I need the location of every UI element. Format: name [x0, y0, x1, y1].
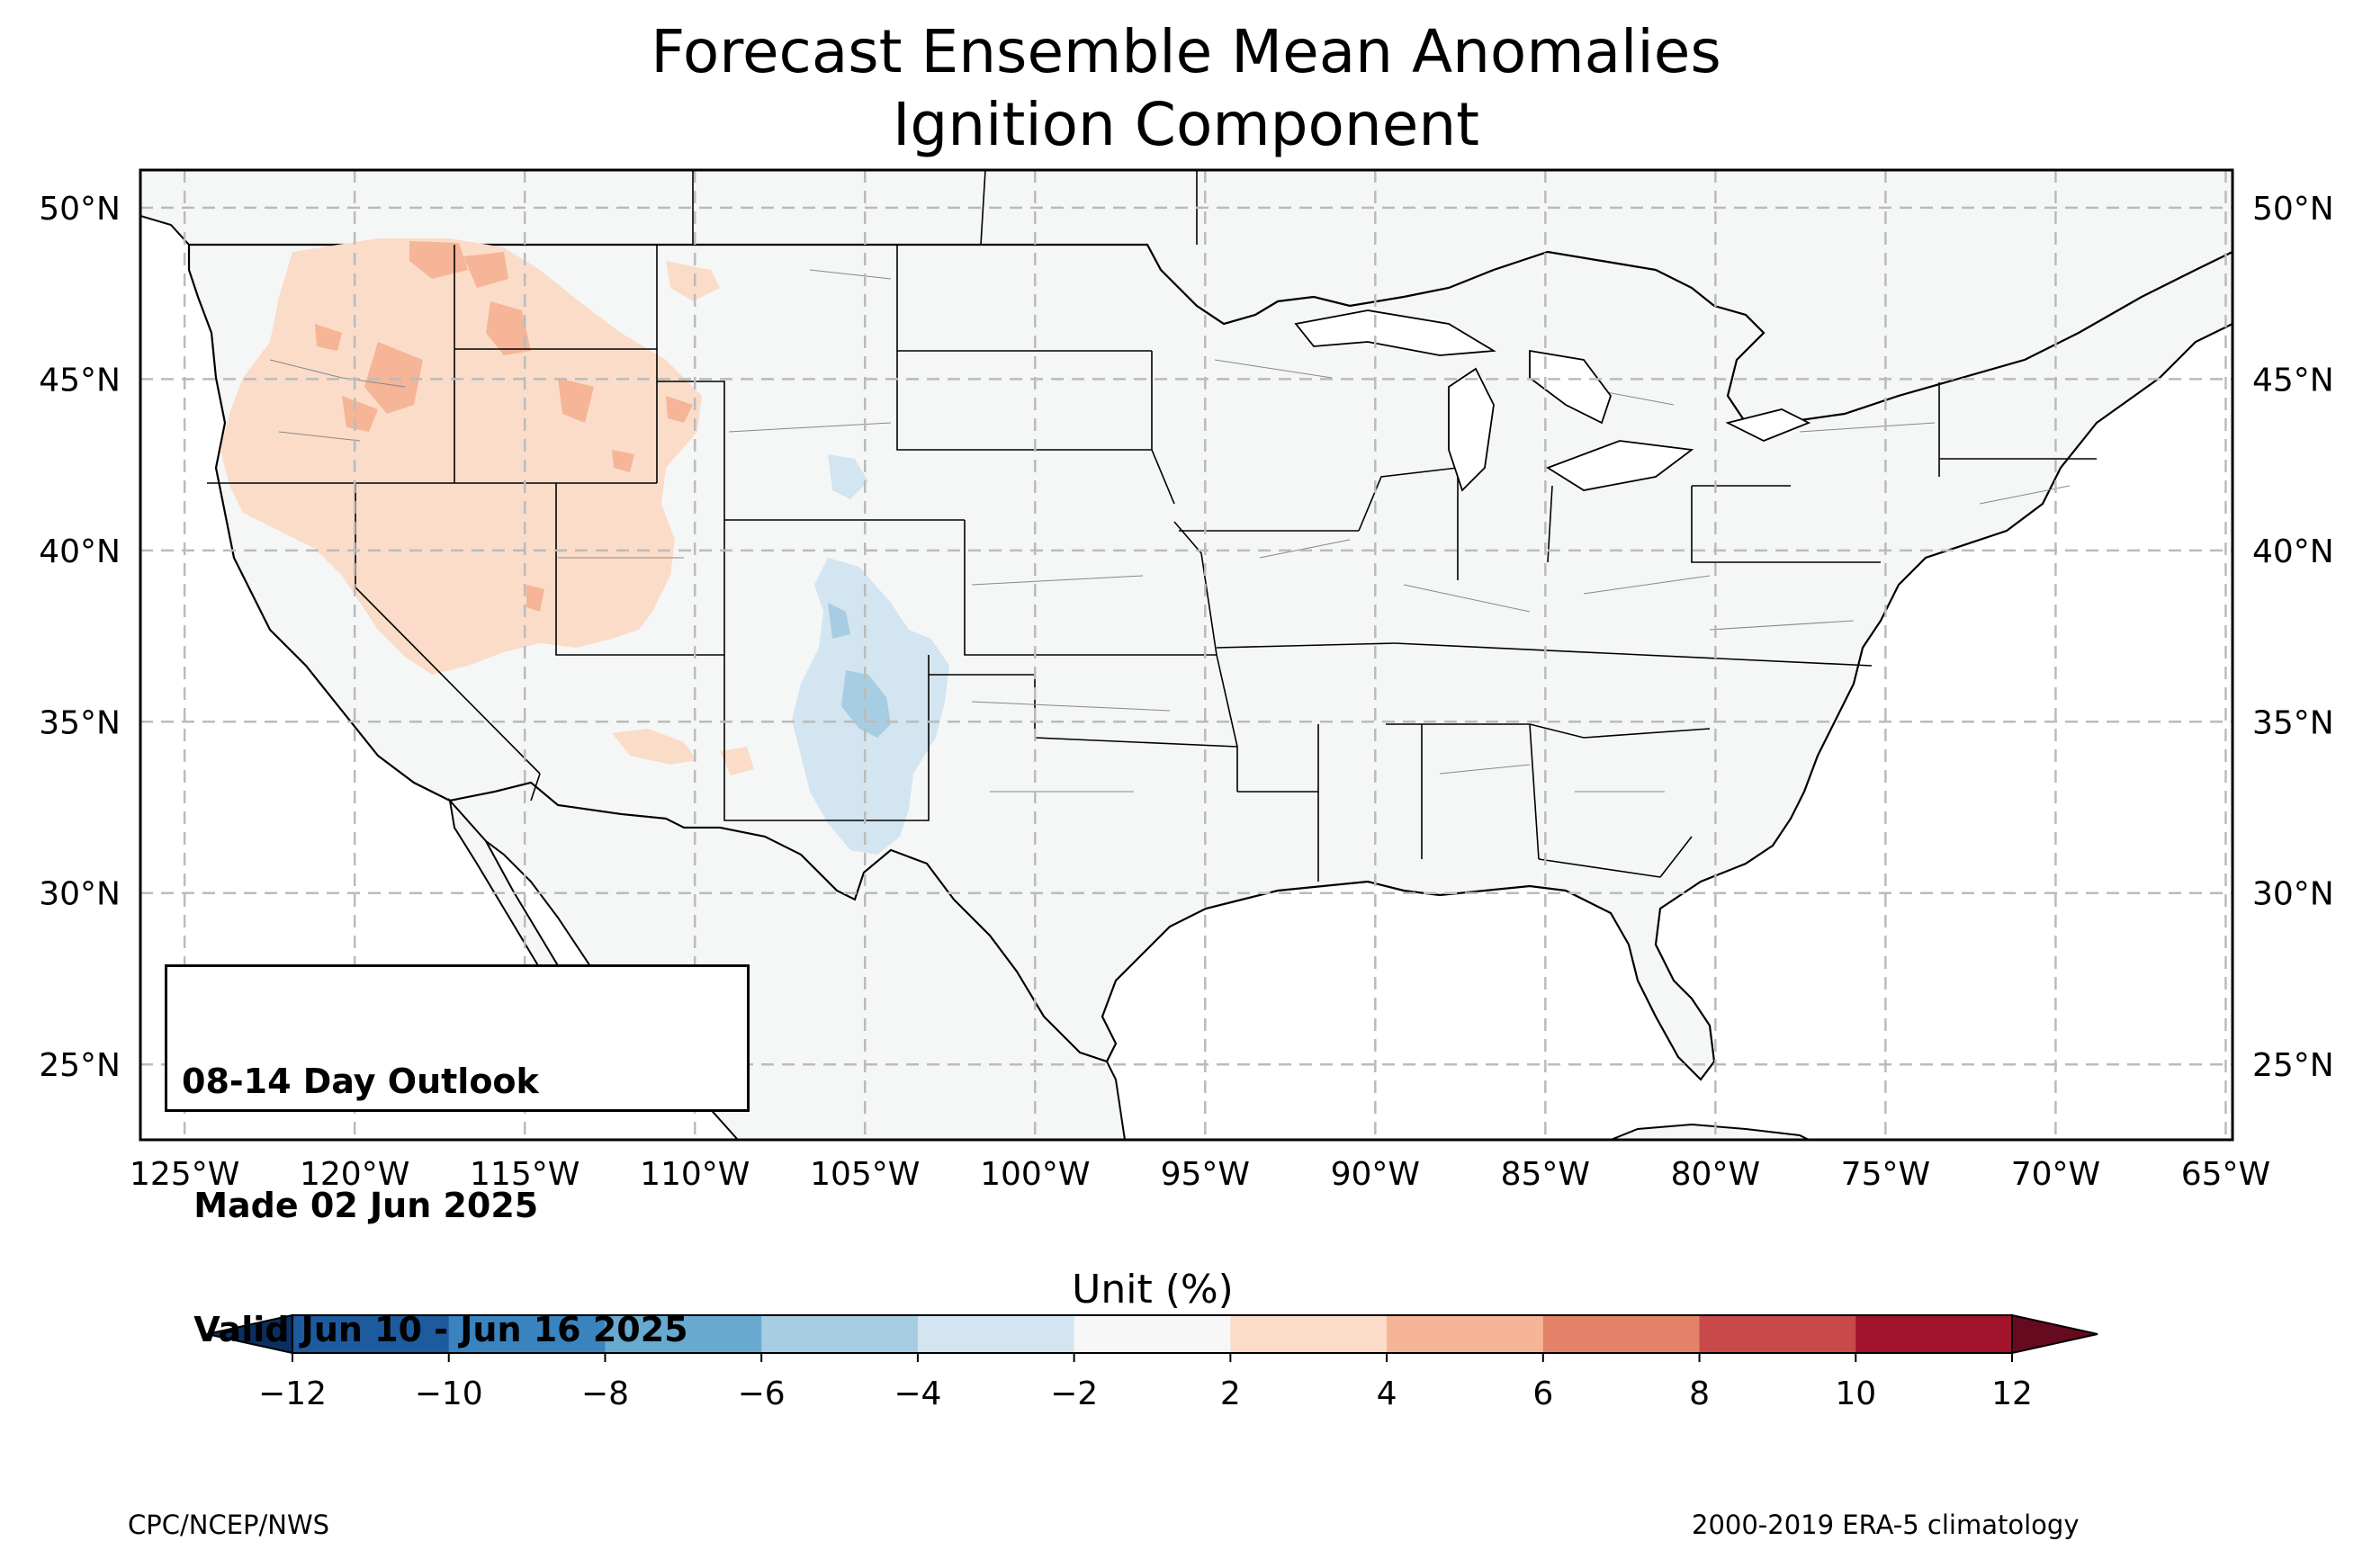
- colorbar-bin: [1387, 1315, 1544, 1353]
- colorbar-tick-label: −12: [258, 1375, 327, 1412]
- colorbar-bin: [292, 1315, 450, 1353]
- footer-climatology: 2000-2019 ERA-5 climatology: [1692, 1510, 2080, 1540]
- lon-tick-label: 100°W: [980, 1156, 1090, 1193]
- map-frame: [139, 168, 2234, 1142]
- lon-tick-label: 80°W: [1671, 1156, 1760, 1193]
- colorbar-tick-label: 12: [1991, 1375, 2033, 1412]
- footer-source: CPC/NCEP/NWS: [128, 1510, 330, 1540]
- lat-tick-label-right: 40°N: [2252, 533, 2334, 570]
- lon-tick-label: 115°W: [470, 1156, 580, 1193]
- lat-tick-label-right: 45°N: [2252, 362, 2334, 399]
- outlook-period: 08-14 Day Outlook: [182, 1062, 539, 1101]
- lat-tick-label-left: 35°N: [39, 704, 121, 741]
- longitude-labels: 125°W 120°W 115°W 110°W 105°W 100°W 95°W 90°W 85…: [130, 1156, 2270, 1193]
- colorbar-tick-label: −8: [581, 1375, 629, 1412]
- lon-tick-label: 70°W: [2011, 1156, 2100, 1193]
- colorbar-bin: [1855, 1315, 2013, 1353]
- colorbar-bin: [605, 1315, 762, 1353]
- lat-tick-label-left: 30°N: [39, 876, 121, 913]
- anomaly-negative-core-north: [828, 603, 850, 639]
- lon-tick-label: 75°W: [1841, 1156, 1930, 1193]
- colorbar-over-arrow: [2011, 1313, 2098, 1355]
- lat-tick-label-left: 40°N: [39, 533, 121, 570]
- lat-tick-label-right: 50°N: [2252, 191, 2334, 228]
- colorbar-bin: [1699, 1315, 1856, 1353]
- colorbar-bin: [1542, 1315, 1701, 1353]
- chart-subtitle: Ignition Component: [892, 90, 1480, 159]
- anomaly-negative-colorado: [828, 454, 868, 499]
- colorbar-title: Unit (%): [1072, 1267, 1234, 1313]
- lat-tick-label-right: 30°N: [2252, 876, 2334, 913]
- lat-tick-label-left: 25°N: [39, 1047, 121, 1084]
- colorbar-tick-label: 8: [1689, 1375, 1710, 1412]
- lon-tick-label: 65°W: [2181, 1156, 2270, 1193]
- latitude-labels-left: 50°N 45°N 40°N 35°N 30°N 25°N: [39, 191, 121, 1084]
- anomaly-positive-newmexico: [720, 747, 754, 775]
- lon-tick-label: 90°W: [1331, 1156, 1420, 1193]
- lon-tick-label: 85°W: [1501, 1156, 1590, 1193]
- colorbar: [206, 1313, 2098, 1355]
- cuba: [1610, 1123, 1810, 1140]
- colorbar-tick-label: 6: [1532, 1375, 1553, 1412]
- lon-tick-label: 95°W: [1161, 1156, 1250, 1193]
- colorbar-bin: [761, 1315, 919, 1353]
- outlook-made-date: Made 02 Jun 2025: [182, 1186, 539, 1225]
- colorbar-bin: [1230, 1315, 1388, 1353]
- colorbar-bin: [917, 1315, 1075, 1353]
- lon-tick-label: 105°W: [810, 1156, 920, 1193]
- chart-title: Forecast Ensemble Mean Anomalies: [651, 17, 1721, 86]
- anomaly-moderate-patches: [315, 241, 693, 612]
- lat-tick-label-right: 25°N: [2252, 1047, 2334, 1084]
- colorbar-tick-label: −4: [894, 1375, 941, 1412]
- anomaly-positive-eastwy: [666, 261, 720, 301]
- colorbar-bin: [448, 1315, 606, 1353]
- colorbar-tick-label: 2: [1220, 1375, 1241, 1412]
- lon-tick-label: 120°W: [300, 1156, 409, 1193]
- anomaly-positive-northwest: [220, 238, 702, 675]
- colorbar-tick-label: −6: [738, 1375, 786, 1412]
- great-lakes: [1294, 309, 1811, 492]
- anomaly-positive-southwest: [612, 729, 697, 765]
- lat-tick-label-right: 35°N: [2252, 704, 2334, 741]
- colorbar-tick-labels: −12 −10 −8 −6 −4 −2 2 4 6 8 10 12: [258, 1353, 2033, 1412]
- colorbar-tick-label: −10: [415, 1375, 483, 1412]
- lat-tick-label-left: 50°N: [39, 191, 121, 228]
- colorbar-frame: [292, 1314, 2013, 1354]
- latitude-labels-right: 50°N 45°N 40°N 35°N 30°N 25°N: [2252, 191, 2334, 1084]
- lon-tick-label: 125°W: [130, 1156, 239, 1193]
- colorbar-bin: [1074, 1315, 1231, 1353]
- colorbar-tick-label: 4: [1377, 1375, 1397, 1412]
- colorbar-tick-label: 10: [1835, 1375, 1876, 1412]
- lon-tick-label: 110°W: [640, 1156, 750, 1193]
- outlook-info-box: 08-14 Day Outlook Made 02 Jun 2025 Valid…: [165, 964, 750, 1349]
- lat-tick-label-left: 45°N: [39, 362, 121, 399]
- colorbar-tick-label: −2: [1050, 1375, 1098, 1412]
- outlook-valid-range: Valid Jun 10 - Jun 16 2025: [182, 1310, 688, 1349]
